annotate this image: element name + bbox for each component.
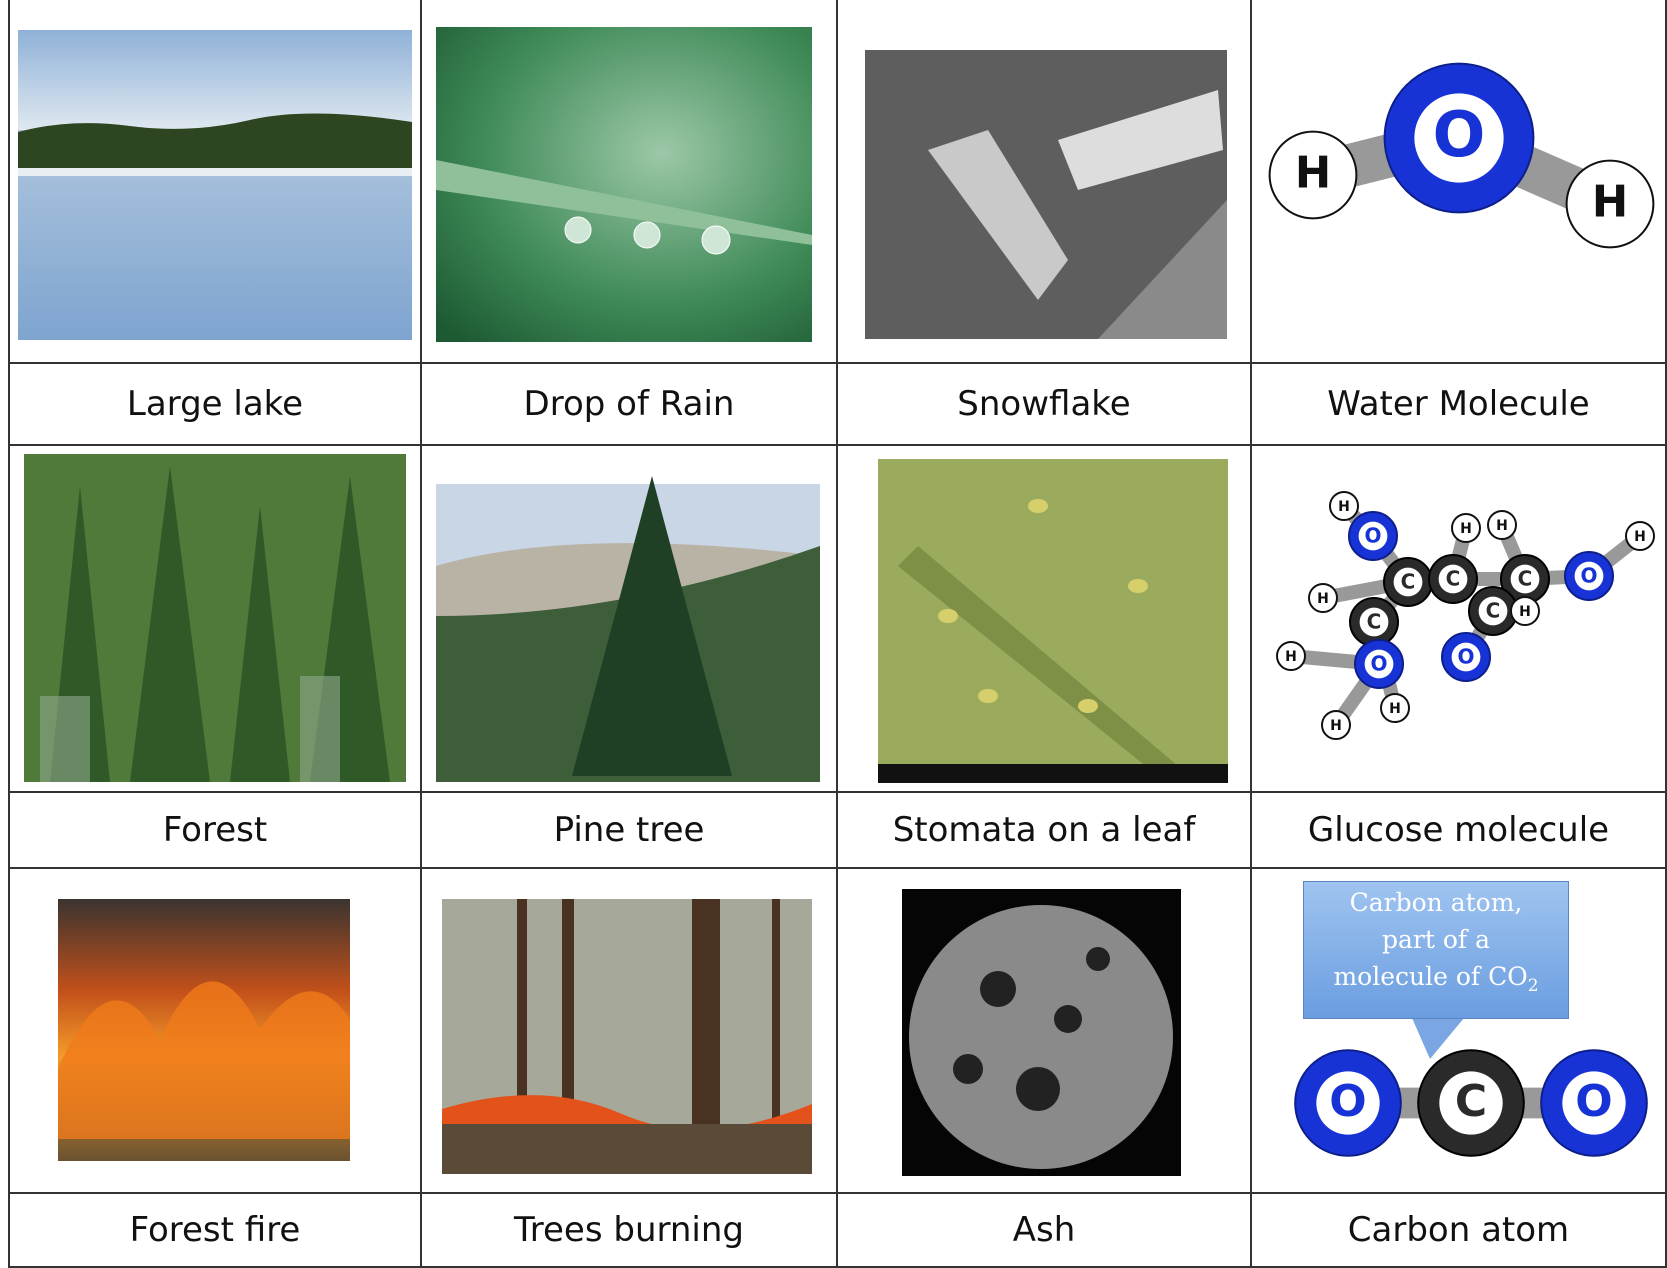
atom-label: H xyxy=(1295,149,1331,199)
rain-image xyxy=(422,0,836,362)
caption: Carbon atom xyxy=(1252,1194,1667,1268)
atom-label: C xyxy=(1401,570,1416,594)
atom-label: O xyxy=(1575,1076,1612,1127)
atom-label: H xyxy=(1285,649,1297,665)
caption: Large lake xyxy=(8,364,422,446)
callout: Carbon atom, part of a molecule of CO2 xyxy=(1303,881,1569,1019)
atom-label: O xyxy=(1457,645,1474,669)
atom-label: H xyxy=(1317,591,1329,607)
atom-label: O xyxy=(1370,652,1387,676)
caption: Stomata on a leaf xyxy=(838,793,1252,869)
caption: Forest fire xyxy=(8,1194,422,1268)
atom-label: C xyxy=(1367,610,1382,634)
atom-label: H xyxy=(1389,701,1401,717)
image-cell xyxy=(8,0,422,364)
pine-image xyxy=(422,446,836,791)
image-cell xyxy=(422,0,838,364)
page: HOH Large lake Drop of Rain Snowflake Wa… xyxy=(0,0,1667,1268)
image-cell xyxy=(8,446,422,793)
atom-label: C xyxy=(1446,567,1461,591)
image-cell: H O H xyxy=(1252,0,1667,364)
forest-image xyxy=(10,446,420,791)
atom-label: H xyxy=(1592,178,1628,228)
image-cell xyxy=(838,0,1252,364)
image-cell xyxy=(838,869,1252,1194)
atom-label: H xyxy=(1460,521,1472,537)
fire-image xyxy=(10,869,420,1192)
callout-line: Carbon atom, xyxy=(1350,888,1523,917)
lake-image xyxy=(10,0,420,362)
stomata-image xyxy=(838,446,1250,791)
caption: Trees burning xyxy=(422,1194,838,1268)
caption: Forest xyxy=(8,793,422,869)
ash-image xyxy=(838,869,1250,1192)
image-cell xyxy=(838,446,1252,793)
atom-label: C xyxy=(1486,599,1501,623)
image-cell xyxy=(422,869,838,1194)
atom-label: C xyxy=(1518,567,1533,591)
burning-image xyxy=(422,869,836,1192)
atom-label: O xyxy=(1364,524,1381,548)
caption: Glucose molecule xyxy=(1252,793,1667,869)
image-cell xyxy=(8,869,422,1194)
image-cell: O C O Carbon atom, part of a molecule of CO2 xyxy=(1252,869,1667,1194)
callout-line: molecule of CO xyxy=(1333,962,1527,991)
atom-label: H xyxy=(1519,604,1531,620)
atom-label: H xyxy=(1634,529,1646,545)
atom-label: C xyxy=(1455,1076,1487,1127)
caption: Pine tree xyxy=(422,793,838,869)
callout-line: part of a xyxy=(1382,925,1490,954)
atom-label: O xyxy=(1580,564,1597,588)
caption: Drop of Rain xyxy=(422,364,838,446)
atom-label: H xyxy=(1496,518,1508,534)
atom-label: H xyxy=(1338,499,1350,515)
callout-subscript: 2 xyxy=(1528,976,1539,996)
snowflake-image xyxy=(838,0,1250,362)
atom-label: H xyxy=(1330,718,1342,734)
atom-label: O xyxy=(1329,1076,1366,1127)
caption: Ash xyxy=(838,1194,1252,1268)
caption: Water Molecule xyxy=(1252,364,1667,446)
atom-label: O xyxy=(1433,98,1486,171)
image-cell xyxy=(422,446,838,793)
caption: Snowflake xyxy=(838,364,1252,446)
water-molecule: H O H xyxy=(1252,0,1665,362)
